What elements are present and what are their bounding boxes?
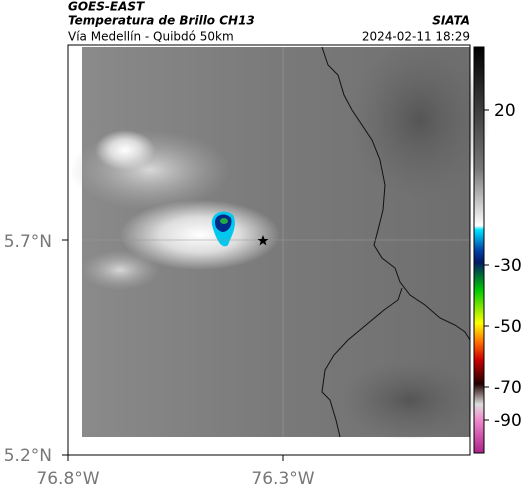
colorbar-tick-label: -30	[494, 256, 522, 276]
header: GOES-EAST Temperatura de Brillo CH13 Vía…	[68, 0, 470, 44]
datetime: 2024-02-11 18:29	[362, 30, 470, 44]
lat-tick-label: 5.2°N	[4, 446, 52, 466]
colorbar-tick-label: -50	[494, 317, 522, 337]
lon-tick-label: 76.3°W	[251, 469, 314, 489]
satellite: GOES-EAST	[68, 0, 145, 14]
product: Temperatura de Brillo CH13	[68, 14, 255, 28]
colorbar: 20 -30 -50 -70 -90	[473, 46, 522, 454]
colorbar-tick-label: -90	[494, 411, 522, 431]
satellite-image	[70, 40, 490, 440]
source: SIATA	[432, 14, 470, 28]
lat-tick-label: 5.7°N	[4, 232, 52, 252]
colorbar-tick-label: -70	[494, 378, 522, 398]
colorbar-tick-label: 20	[494, 101, 516, 121]
axes: 5.7°N 5.2°N 76.8°W 76.3°W	[4, 232, 315, 489]
region: Vía Medellín - Quibdó 50km	[68, 30, 234, 44]
lon-tick-label: 76.8°W	[36, 469, 99, 489]
frame	[67, 44, 471, 456]
